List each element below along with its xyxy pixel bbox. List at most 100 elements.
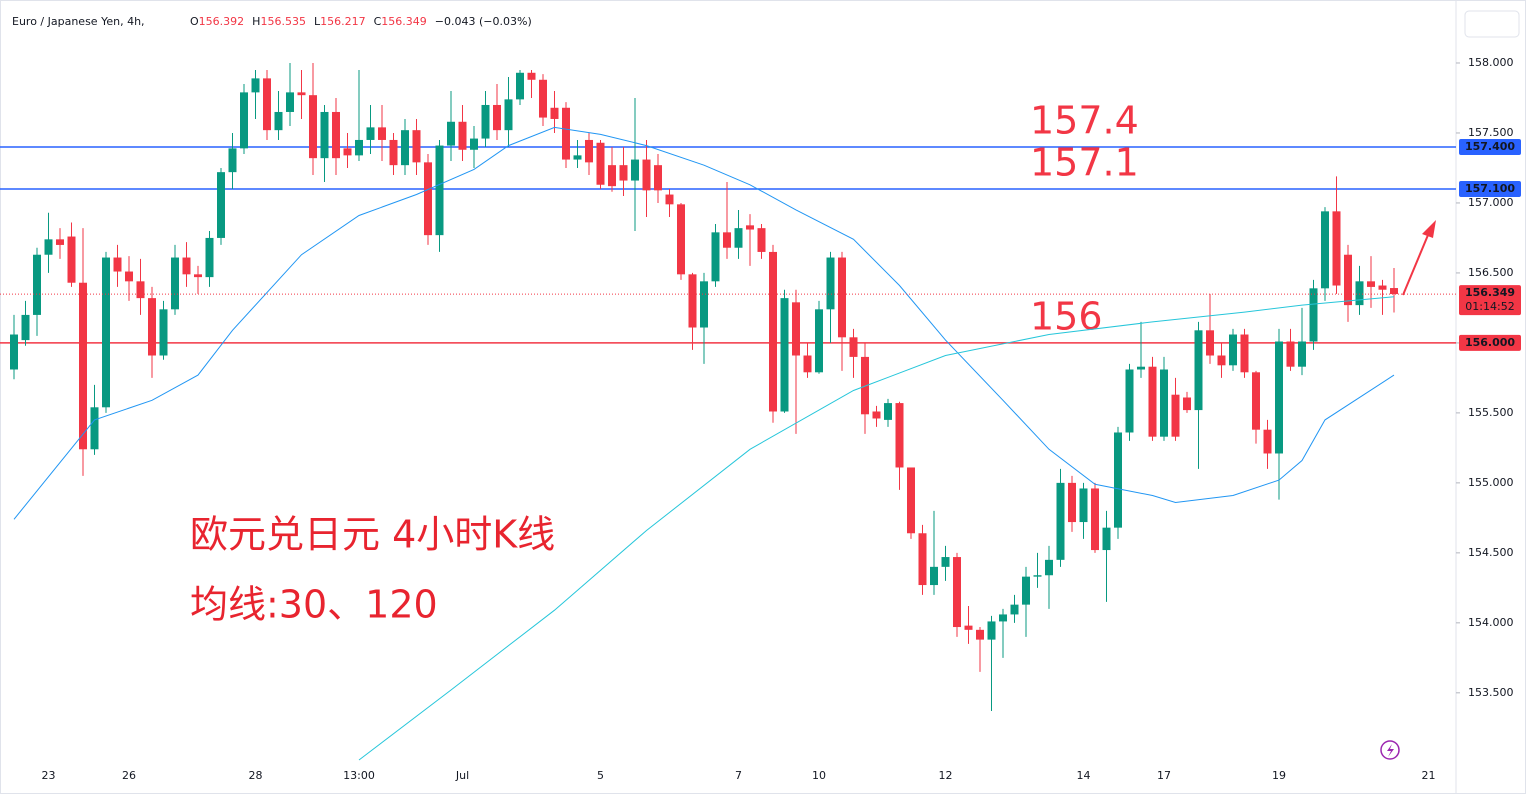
candle-body xyxy=(585,139,593,163)
candle-body xyxy=(493,104,501,131)
settings-button[interactable] xyxy=(1464,10,1520,38)
candle-body xyxy=(102,257,110,408)
candle-body xyxy=(895,403,904,468)
candle-body xyxy=(1102,527,1111,551)
candle-body xyxy=(447,121,455,146)
x-tick-label: 23 xyxy=(42,769,56,782)
candle-body xyxy=(44,239,53,255)
candle-body xyxy=(550,107,559,119)
candle-body xyxy=(286,92,294,112)
candle-body xyxy=(171,257,179,310)
candle-body xyxy=(527,72,536,80)
candle-body xyxy=(182,257,191,275)
candle-body xyxy=(918,533,927,586)
price-label: 157.400 xyxy=(1465,140,1515,153)
alert-icon[interactable] xyxy=(1380,740,1400,760)
candle-body xyxy=(941,557,950,567)
candle-body xyxy=(884,403,892,420)
line-annotation: 156 xyxy=(1030,294,1103,338)
candle-body xyxy=(792,302,800,356)
candle-body xyxy=(1033,575,1042,577)
last-price-label: 156.349 xyxy=(1465,286,1515,299)
plot: 153.500 154.000 154.500 155.000 155.500 156.0… xyxy=(0,56,1521,782)
candle-body xyxy=(389,139,398,166)
candle-body xyxy=(930,566,938,586)
candle-body xyxy=(481,104,490,139)
candle-body xyxy=(1240,334,1249,373)
candle-body xyxy=(1091,488,1099,551)
candle-body xyxy=(987,621,996,640)
candle-body xyxy=(1390,288,1398,295)
candle-body xyxy=(516,72,524,100)
ohlc-label: H xyxy=(252,15,260,28)
candle-body xyxy=(631,159,639,181)
candle-body xyxy=(297,92,306,96)
candle-body xyxy=(378,127,386,140)
candle-body xyxy=(125,271,133,282)
candle-body xyxy=(56,239,64,245)
candle-body xyxy=(33,254,41,315)
ohlc-field: H156.535 xyxy=(252,15,306,28)
candle-body xyxy=(240,92,248,149)
candle-body xyxy=(159,309,168,356)
candle-body xyxy=(1298,341,1306,367)
candle-body xyxy=(780,298,789,412)
line-annotation: 157.1 xyxy=(1030,140,1139,184)
candle-body xyxy=(228,148,237,173)
y-tick-label: 154.000 xyxy=(1468,616,1514,629)
candle-body xyxy=(826,257,835,310)
candle-body xyxy=(608,165,616,187)
candle-body xyxy=(148,298,156,356)
price-label-box xyxy=(1459,138,1521,155)
candle-body xyxy=(1022,576,1030,605)
symbol: Euro / Japanese Yen, 4h, xyxy=(12,15,145,28)
candle-body xyxy=(1229,334,1237,366)
candle-body xyxy=(1217,355,1226,366)
candle-body xyxy=(654,165,662,191)
price-label: 156.000 xyxy=(1465,336,1515,349)
candle-body xyxy=(21,314,30,341)
candle-body xyxy=(815,309,823,373)
y-tick-label: 153.500 xyxy=(1468,686,1514,699)
candle-body xyxy=(1263,429,1272,454)
candle-body xyxy=(343,148,352,156)
ohlc-field: O156.392 xyxy=(190,15,244,28)
candle-body xyxy=(67,236,76,283)
candle-body xyxy=(1321,211,1329,289)
candle-body xyxy=(355,139,363,156)
y-tick-label: 155.500 xyxy=(1468,406,1514,419)
candle-body xyxy=(1355,281,1364,306)
candle-body xyxy=(665,194,674,205)
change: −0.043 (−0.03%) xyxy=(435,15,532,28)
price-label-box xyxy=(1459,180,1521,197)
candle-body xyxy=(1068,482,1076,523)
x-tick-label: Jul xyxy=(455,769,469,782)
candle-body xyxy=(309,95,317,159)
candle-body xyxy=(1332,211,1341,286)
candle-body xyxy=(1171,394,1180,437)
candle-body xyxy=(711,232,720,282)
x-tick-label: 7 xyxy=(735,769,742,782)
candle-body xyxy=(435,145,444,236)
candle-body xyxy=(401,130,409,166)
candle-body xyxy=(907,467,915,534)
x-tick-label: 13:00 xyxy=(343,769,375,782)
candle-body xyxy=(263,78,271,131)
candle-body xyxy=(1125,369,1134,433)
candle-body xyxy=(953,557,961,628)
price-label-box xyxy=(1459,334,1521,351)
candle-body xyxy=(976,629,984,640)
ohlc-field: L156.217 xyxy=(314,15,366,28)
y-tick-label: 156.500 xyxy=(1468,266,1514,279)
candle-body xyxy=(964,625,973,630)
candle-body xyxy=(113,257,122,272)
candle-body xyxy=(458,121,467,150)
candle-body xyxy=(79,282,87,450)
chart-annotation: 均线:30、120 xyxy=(190,583,438,627)
ohlc-value: 156.535 xyxy=(260,15,306,28)
arrow xyxy=(1402,220,1436,296)
x-tick-label: 14 xyxy=(1077,769,1091,782)
candle-body xyxy=(757,228,766,252)
candle-body xyxy=(1286,341,1295,367)
